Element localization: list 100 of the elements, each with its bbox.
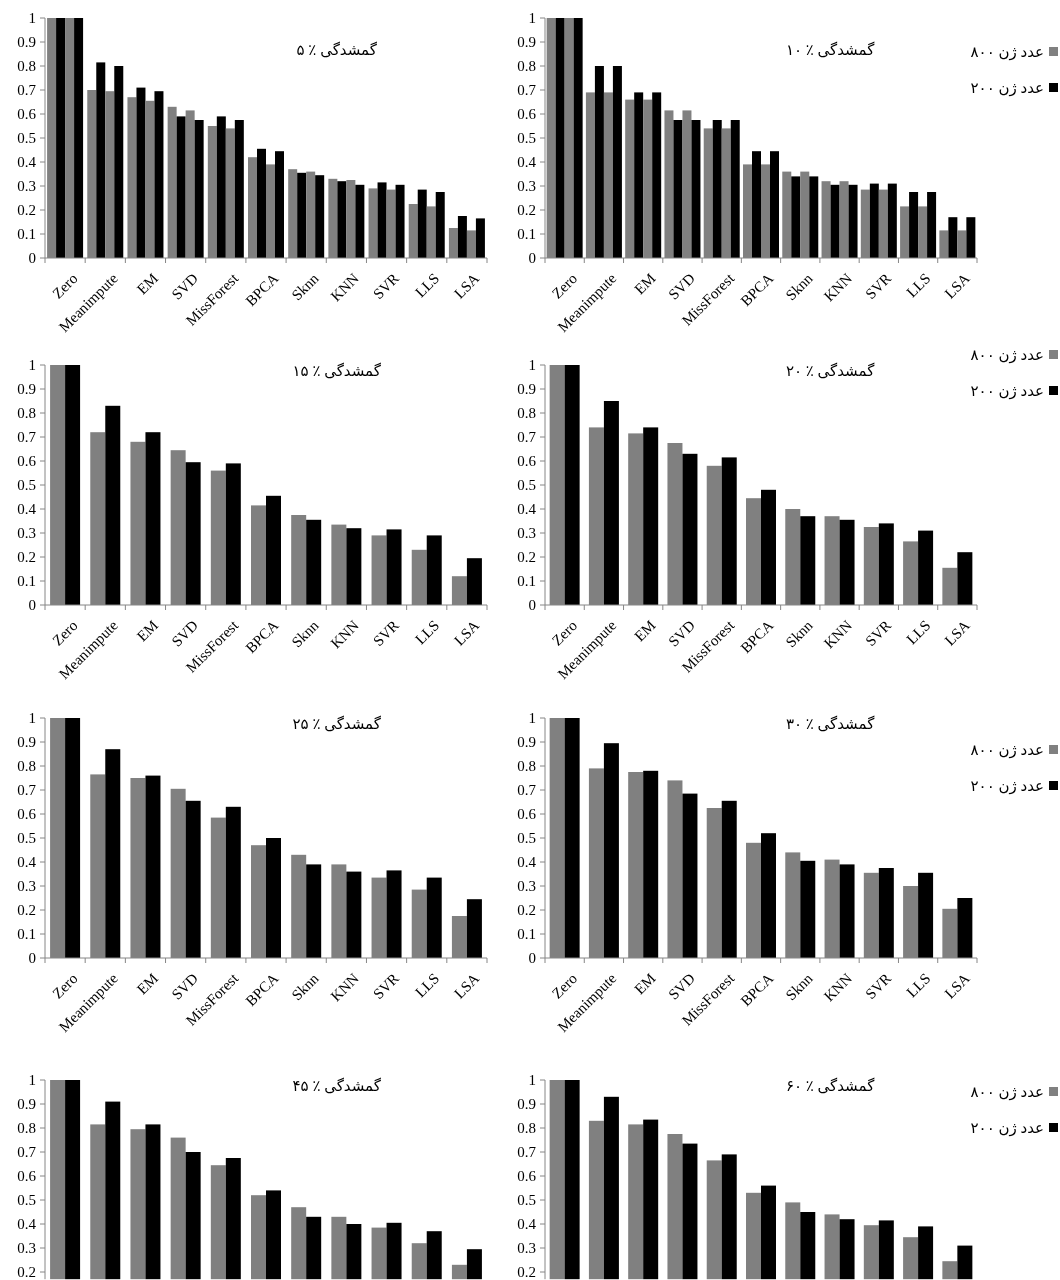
x-tick-label: LLS xyxy=(412,270,443,301)
y-tick-label: 0.7 xyxy=(17,782,37,798)
bar xyxy=(315,175,325,258)
x-tick-label: LSA xyxy=(941,270,973,302)
x-tick-label: Sknn xyxy=(782,969,817,1004)
legend-label: ۲۰۰ عدد ژن xyxy=(970,80,1044,97)
y-tick-label: 0.7 xyxy=(17,429,37,445)
y-tick-label: 1 xyxy=(528,10,536,26)
x-tick-label: LLS xyxy=(412,617,443,648)
y-tick-label: 0.2 xyxy=(17,902,36,918)
y-tick-label: 0.4 xyxy=(517,854,537,870)
y-tick-label: 0.5 xyxy=(17,830,36,846)
y-tick-label: 0.1 xyxy=(17,226,36,242)
bar xyxy=(791,176,801,258)
chart-title: گمشدگی ٪ ۱۵ xyxy=(292,362,382,379)
y-tick-label: 0.8 xyxy=(17,58,36,74)
x-tick-label: Sknn xyxy=(288,969,323,1004)
bar xyxy=(435,192,445,258)
x-tick-label: LLS xyxy=(412,970,443,1001)
x-tick-label: SVR xyxy=(862,970,895,1003)
y-tick-label: 0.4 xyxy=(17,501,37,517)
bar xyxy=(721,800,737,958)
y-tick-label: 0.1 xyxy=(517,926,536,942)
bar xyxy=(216,116,226,258)
y-tick-label: 0.9 xyxy=(517,734,536,750)
bar xyxy=(800,516,816,605)
bar xyxy=(730,120,740,258)
y-tick-label: 0.2 xyxy=(17,1264,36,1280)
y-tick-label: 0.4 xyxy=(517,154,537,170)
y-tick-label: 0.7 xyxy=(517,429,537,445)
y-tick-label: 1 xyxy=(528,710,536,726)
bar xyxy=(65,365,81,605)
y-tick-label: 0.3 xyxy=(17,878,36,894)
y-tick-label: 0.2 xyxy=(17,549,36,565)
bar xyxy=(573,18,583,258)
bar xyxy=(948,217,958,258)
y-tick-label: 0.8 xyxy=(517,405,536,421)
y-tick-label: 0 xyxy=(28,597,36,613)
bar xyxy=(869,183,879,258)
x-tick-label: LSA xyxy=(941,617,973,649)
y-tick-label: 0.2 xyxy=(17,202,36,218)
bar xyxy=(878,868,894,958)
bar xyxy=(306,519,322,605)
bar xyxy=(426,877,442,958)
bar xyxy=(652,92,662,258)
bar xyxy=(395,184,405,258)
bar xyxy=(603,401,619,605)
y-tick-label: 0.8 xyxy=(17,758,36,774)
y-tick-label: 0.9 xyxy=(517,1096,536,1112)
y-tick-label: 0.7 xyxy=(517,1144,537,1160)
bar xyxy=(225,463,241,605)
y-tick-label: 0.9 xyxy=(17,381,36,397)
chart-title: گمشدگی ٪ ۶۰ xyxy=(785,1077,876,1094)
y-tick-label: 0.7 xyxy=(17,1144,37,1160)
x-tick-label: LSA xyxy=(451,970,483,1002)
bar xyxy=(603,743,619,958)
y-tick-label: 0.7 xyxy=(17,82,37,98)
bar xyxy=(555,18,565,258)
bar xyxy=(957,552,973,605)
x-tick-label: EM xyxy=(133,617,161,645)
bar xyxy=(377,182,387,258)
bar xyxy=(594,66,604,258)
y-tick-label: 0.3 xyxy=(517,1240,536,1256)
legend-label: ۸۰۰ عدد ژن xyxy=(970,1084,1044,1101)
bar xyxy=(266,495,281,605)
bar xyxy=(136,87,146,258)
bar xyxy=(909,192,919,258)
bar xyxy=(114,66,124,258)
bar xyxy=(275,151,284,258)
y-tick-label: 0.6 xyxy=(17,106,37,122)
bar xyxy=(878,523,894,605)
bar xyxy=(225,806,241,958)
x-tick-label: EM xyxy=(133,970,161,998)
y-tick-label: 0.5 xyxy=(17,477,36,493)
y-tick-label: 0 xyxy=(528,597,536,613)
y-tick-label: 0.4 xyxy=(17,1216,37,1232)
y-tick-label: 0.8 xyxy=(517,58,536,74)
legend-label: ۸۰۰ عدد ژن xyxy=(970,742,1044,759)
y-tick-label: 0.1 xyxy=(17,926,36,942)
y-tick-label: 0.6 xyxy=(517,453,537,469)
y-tick-label: 0.9 xyxy=(17,1096,36,1112)
y-tick-label: 0.6 xyxy=(17,1168,37,1184)
bar xyxy=(721,457,737,605)
bar xyxy=(257,148,266,258)
bar xyxy=(297,172,307,258)
y-tick-label: 0.5 xyxy=(517,130,536,146)
bar xyxy=(346,528,362,605)
bar xyxy=(918,872,934,958)
y-tick-label: 0.3 xyxy=(517,178,536,194)
bar xyxy=(957,898,973,958)
y-tick-label: 0.6 xyxy=(17,806,37,822)
y-tick-label: 0.1 xyxy=(517,226,536,242)
bar xyxy=(355,184,365,258)
bar xyxy=(56,18,66,258)
bar xyxy=(691,120,701,258)
y-tick-label: 0 xyxy=(528,250,536,266)
bar xyxy=(918,530,934,605)
y-tick-label: 0.1 xyxy=(17,573,36,589)
x-tick-label: Sknn xyxy=(288,616,323,651)
bar xyxy=(466,899,482,958)
